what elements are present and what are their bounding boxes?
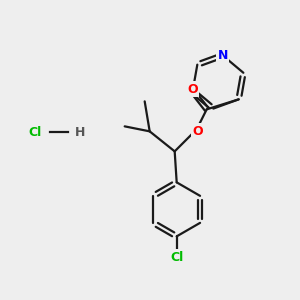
Text: O: O: [188, 83, 198, 96]
Text: Cl: Cl: [28, 125, 42, 139]
Text: N: N: [218, 49, 228, 62]
Text: O: O: [192, 125, 203, 138]
Text: Cl: Cl: [170, 251, 183, 264]
Text: H: H: [75, 125, 85, 139]
